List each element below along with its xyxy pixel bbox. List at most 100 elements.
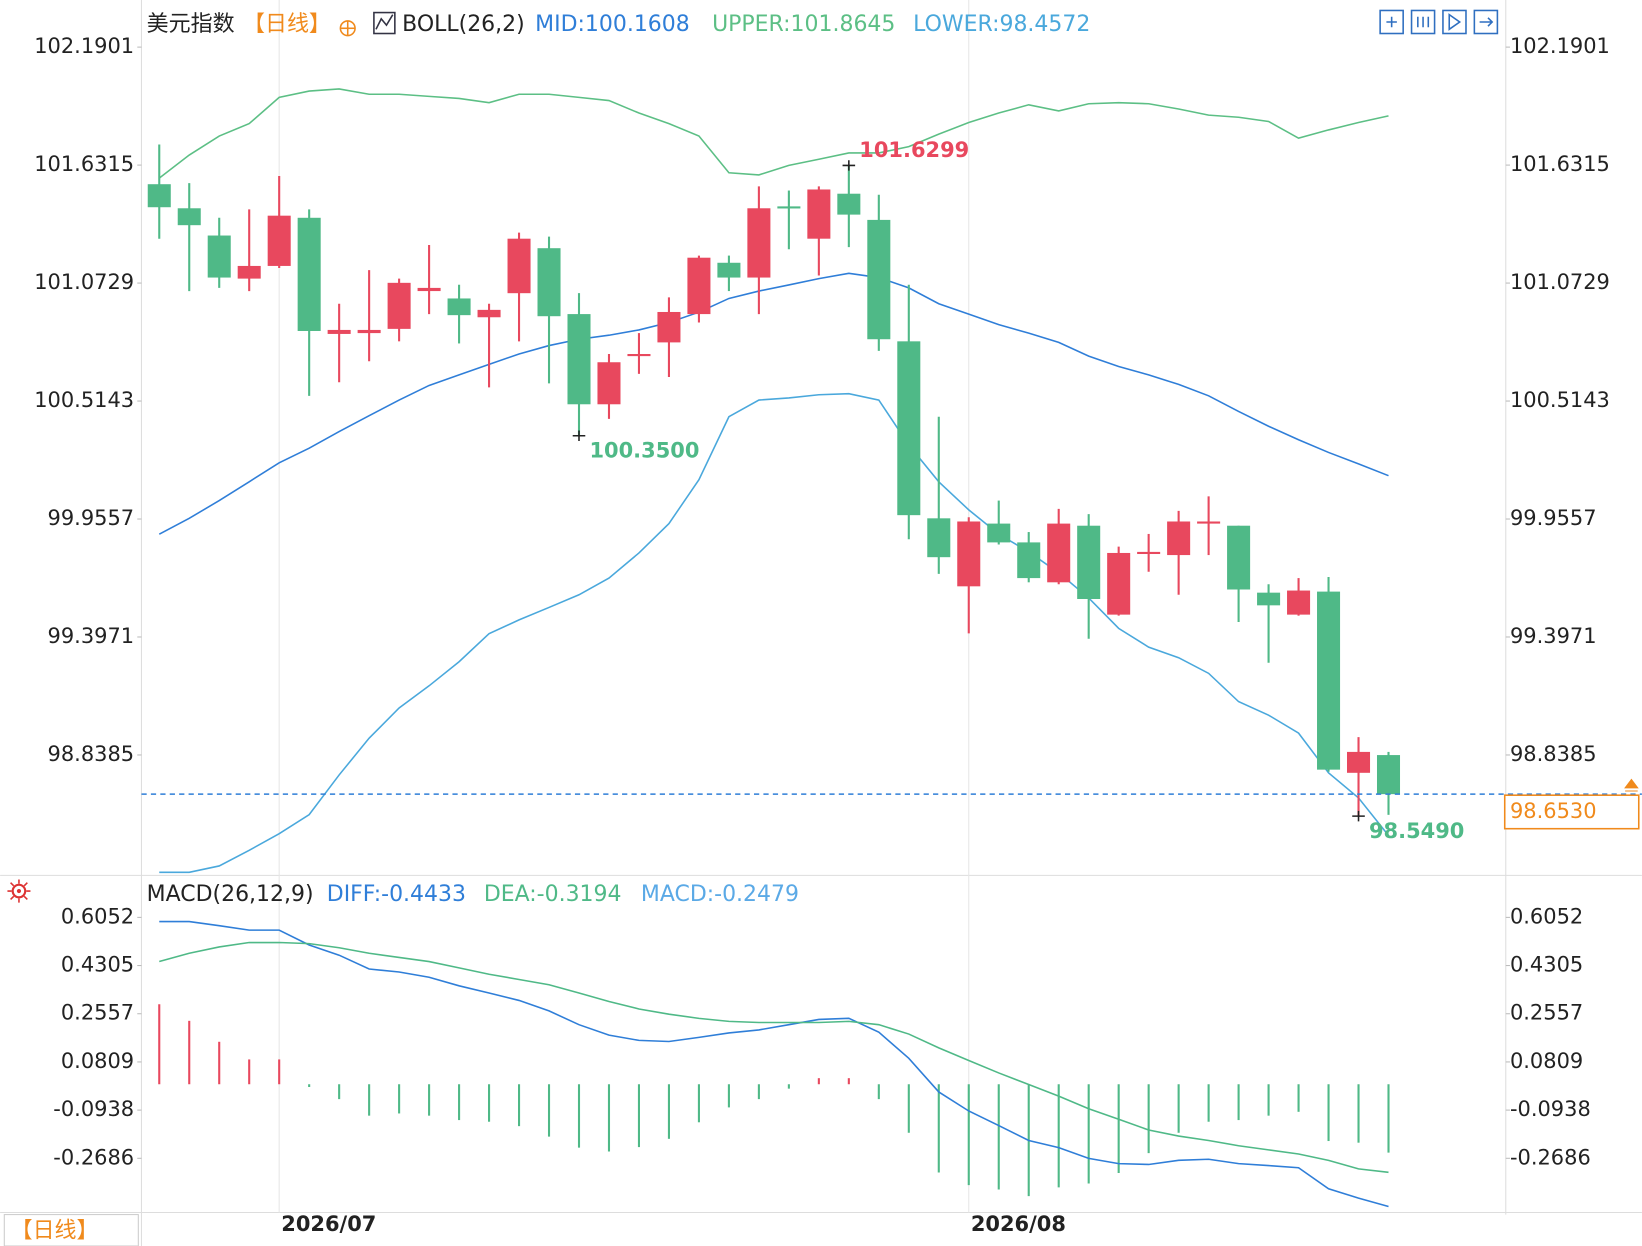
candle-body	[927, 518, 951, 558]
y-tick-label: 98.8385	[48, 742, 135, 766]
y-tick-label-right: 99.9557	[1510, 506, 1597, 530]
y-tick-label: 0.4305	[61, 953, 134, 977]
y-tick-label-right: 0.0809	[1510, 1049, 1583, 1073]
last-price-label: 98.6530	[1510, 799, 1597, 823]
candle-body	[297, 217, 321, 331]
y-tick-label-right: 0.6052	[1510, 904, 1583, 928]
tool-button[interactable]	[1410, 9, 1436, 35]
indicator-line	[158, 272, 1389, 535]
y-tick-label-right: 0.4305	[1510, 953, 1583, 977]
y-tick-label-right: 101.6315	[1510, 152, 1610, 176]
candle-body	[507, 238, 531, 294]
candle-body	[957, 521, 981, 587]
candle-body	[267, 215, 291, 266]
y-tick-label: 101.0729	[34, 270, 134, 294]
low-label: 98.5490	[1369, 819, 1464, 843]
period-switch[interactable]: 【日线】	[3, 1214, 139, 1246]
candle-body	[987, 523, 1011, 543]
candle-body	[147, 184, 171, 208]
settings-icon[interactable]	[7, 879, 31, 903]
indicator-line	[159, 941, 1389, 1174]
candle-body	[537, 248, 561, 317]
candle-body	[807, 189, 831, 239]
candle-body	[1047, 523, 1071, 583]
y-tick-label-right: 102.1901	[1510, 34, 1610, 58]
indicator-line	[159, 392, 1390, 874]
y-tick-label-right: 101.0729	[1510, 270, 1610, 294]
candle-body	[387, 282, 411, 329]
legend-item: MACD:-0.2479	[641, 882, 799, 907]
candle-body	[1257, 592, 1281, 606]
candle-body	[897, 341, 921, 516]
tool-button[interactable]	[1473, 9, 1499, 35]
candle-body	[597, 362, 621, 405]
candle-body	[207, 235, 231, 278]
candle-body	[687, 257, 711, 315]
candle-body	[1167, 521, 1191, 556]
candle-body	[237, 265, 261, 279]
candle-body	[1227, 525, 1251, 590]
y-tick-label-right: -0.0938	[1510, 1097, 1591, 1121]
legend-item: DIFF:-0.4433	[327, 882, 466, 907]
candle-body	[747, 208, 771, 278]
y-tick-label: 99.3971	[48, 624, 135, 648]
tool-button[interactable]	[1379, 9, 1404, 35]
candle-body	[1317, 591, 1341, 770]
period-label[interactable]: 【日线】	[243, 12, 331, 37]
plot-layer: 102.1901 102.1901 101.6315 101.6315 101.0729…	[34, 0, 1642, 1236]
candle-body	[717, 262, 741, 278]
y-tick-label-right: 99.3971	[1510, 624, 1597, 648]
add-icon[interactable]	[339, 20, 356, 37]
y-tick-label: 0.2557	[61, 1001, 134, 1025]
x-tick-label: 2026/08	[971, 1212, 1066, 1236]
y-tick-label: 102.1901	[34, 34, 134, 58]
y-tick-label: 0.0809	[61, 1049, 134, 1073]
high-label: 101.6299	[859, 138, 969, 162]
indicator-name[interactable]: BOLL(26,2)	[402, 12, 525, 37]
chart-title: 美元指数	[147, 12, 235, 37]
extreme-marker	[842, 160, 856, 171]
y-tick-label: 0.6052	[61, 904, 134, 928]
candle-body	[567, 314, 591, 405]
candle-body	[1017, 542, 1041, 579]
indicator-name[interactable]: MACD(26,12,9)	[147, 882, 314, 907]
indicator-icon[interactable]	[373, 11, 396, 35]
candle-body	[867, 219, 891, 340]
legend-item: LOWER:98.4572	[913, 12, 1090, 37]
candle-body	[627, 354, 651, 357]
x-tick-label: 2026/07	[281, 1212, 376, 1236]
tool-button[interactable]	[1442, 9, 1467, 35]
last-price-box	[1503, 794, 1640, 830]
candle-body	[1197, 521, 1221, 524]
candle-body	[177, 208, 201, 226]
candle-body	[1376, 755, 1401, 795]
y-tick-label: -0.2686	[53, 1145, 134, 1169]
y-tick-label-right: -0.2686	[1510, 1145, 1591, 1169]
candle-body	[657, 311, 681, 343]
last-price-arrow	[1624, 778, 1639, 792]
y-tick-label-right: 0.2557	[1510, 1001, 1583, 1025]
extreme-marker	[572, 430, 586, 441]
legend-item: DEA:-0.3194	[484, 882, 622, 907]
legend-item: UPPER:101.8645	[712, 12, 895, 37]
y-tick-label-right: 100.5143	[1510, 388, 1610, 412]
candle-body	[1107, 552, 1131, 615]
candle-body	[837, 193, 861, 215]
candle-body	[1347, 751, 1371, 773]
candle-body	[1287, 590, 1311, 615]
candle-body	[417, 287, 441, 292]
indicator-line	[159, 920, 1389, 1208]
legend-item: MID:100.1608	[535, 12, 690, 37]
candle-body	[1077, 525, 1101, 599]
y-tick-label-right: 98.8385	[1510, 742, 1597, 766]
candle-body	[1137, 551, 1161, 555]
extreme-marker	[1352, 810, 1365, 822]
candle-body	[357, 329, 381, 334]
period-switch-label[interactable]: 【日线】	[11, 1218, 99, 1243]
candle-body	[327, 329, 351, 334]
y-tick-label: -0.0938	[53, 1097, 134, 1121]
candle-body	[477, 309, 501, 318]
